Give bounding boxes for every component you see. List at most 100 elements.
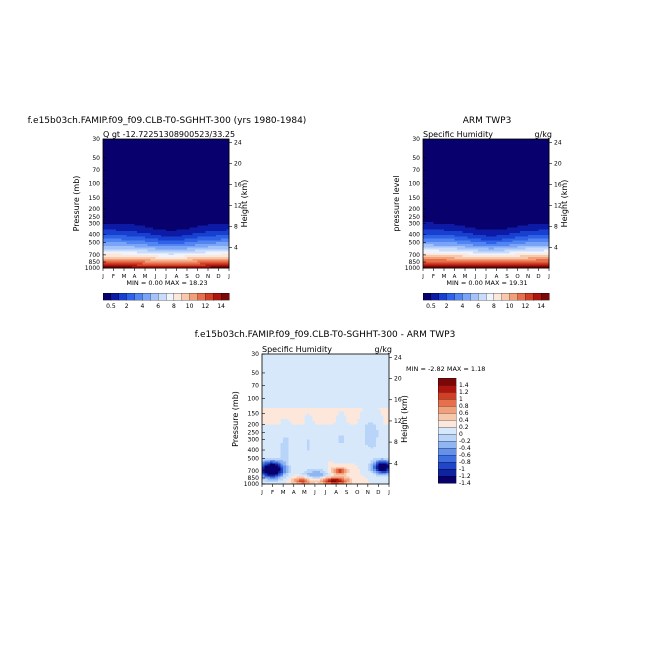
heatmap-cell <box>226 209 230 212</box>
heatmap-cell <box>472 238 476 241</box>
heatmap-cell <box>428 258 432 262</box>
heatmap-cell <box>197 188 201 191</box>
heatmap-cell <box>118 231 122 234</box>
heatmap-cell <box>467 210 471 214</box>
heatmap-cell <box>168 242 172 245</box>
heatmap-cell <box>200 186 204 190</box>
heatmap-cell <box>457 159 461 162</box>
heatmap-cell <box>121 179 125 182</box>
heatmap-cell <box>438 153 442 156</box>
heatmap-cell <box>462 139 466 142</box>
heatmap-cell <box>124 188 128 191</box>
heatmap-cell <box>192 258 196 262</box>
heatmap-cell <box>200 266 204 269</box>
heatmap-cell <box>179 203 183 206</box>
heatmap-cell <box>423 262 427 265</box>
heatmap-cell <box>451 244 455 247</box>
heatmap-cell <box>126 190 130 193</box>
heatmap-cell <box>459 188 463 191</box>
heatmap-cell <box>221 214 225 217</box>
heatmap-cell <box>103 175 107 179</box>
heatmap-cell <box>208 168 212 171</box>
heatmap-cell <box>124 216 128 219</box>
heatmap-cell <box>124 232 128 236</box>
heatmap-cell <box>430 240 434 243</box>
heatmap-cell <box>105 210 109 214</box>
heatmap-cell <box>113 172 117 175</box>
heatmap-cell <box>155 245 159 249</box>
heatmap-cell <box>126 168 130 171</box>
heatmap-cell <box>166 227 170 230</box>
heatmap-cell <box>121 207 125 210</box>
heatmap-cell <box>425 203 429 206</box>
heatmap-cell <box>129 159 133 162</box>
heatmap-cell <box>213 185 217 188</box>
heatmap-cell <box>171 264 175 267</box>
heatmap-cell <box>147 203 151 206</box>
heatmap-cell <box>131 244 135 247</box>
heatmap-cell <box>187 212 191 215</box>
heatmap-cell <box>137 251 141 254</box>
heatmap-cell <box>105 238 109 241</box>
heatmap-cell <box>126 197 130 201</box>
heatmap-cell <box>436 172 440 175</box>
heatmap-cell <box>145 146 149 149</box>
heatmap-cell <box>215 197 219 201</box>
heatmap-cell <box>160 249 164 252</box>
heatmap-cell <box>454 166 458 169</box>
heatmap-cell <box>168 159 172 162</box>
heatmap-cell <box>478 179 482 182</box>
heatmap-cell <box>171 203 175 206</box>
heatmap-cell <box>205 186 209 190</box>
heatmap-cell <box>221 151 225 155</box>
heatmap-cell <box>139 220 143 223</box>
heatmap-cell <box>124 214 128 217</box>
heatmap-cell <box>465 251 469 254</box>
heatmap-cell <box>113 166 117 169</box>
heatmap-cell <box>118 139 122 142</box>
heatmap-cell <box>457 260 461 263</box>
heatmap-cell <box>179 210 183 214</box>
heatmap-cell <box>200 247 204 250</box>
heatmap-cell <box>436 181 440 184</box>
heatmap-cell <box>449 245 453 249</box>
heatmap-cell <box>210 232 214 236</box>
heatmap-cell <box>108 168 112 171</box>
heatmap-cell <box>166 231 170 234</box>
heatmap-cell <box>200 214 204 217</box>
heatmap-cell <box>208 140 212 144</box>
heatmap-cell <box>462 142 466 145</box>
heatmap-cell <box>184 168 188 171</box>
heatmap-cell <box>179 159 183 162</box>
heatmap-cell <box>163 190 167 193</box>
heatmap-cell <box>425 166 429 169</box>
heatmap-cell <box>187 251 191 254</box>
heatmap-cell <box>459 159 463 162</box>
heatmap-cell <box>158 164 162 168</box>
heatmap-cell <box>226 164 230 168</box>
heatmap-cell <box>215 170 219 173</box>
heatmap-cell <box>210 181 214 184</box>
heatmap-cell <box>110 168 114 171</box>
heatmap-cell <box>187 153 191 156</box>
heatmap-cell <box>457 177 461 180</box>
heatmap-cell <box>152 203 156 206</box>
heatmap-cell <box>226 153 230 156</box>
heatmap-cell <box>166 229 170 232</box>
heatmap-cell <box>137 227 141 230</box>
heatmap-cell <box>134 162 138 166</box>
heatmap-cell <box>425 223 429 227</box>
heatmap-cell <box>103 172 107 175</box>
heatmap-cell <box>467 227 471 230</box>
heatmap-cell <box>218 240 222 243</box>
heatmap-cell <box>124 199 128 203</box>
heatmap-cell <box>192 162 196 166</box>
heatmap-cell <box>179 212 183 215</box>
heatmap-cell <box>103 234 107 238</box>
heatmap-cell <box>436 247 440 250</box>
heatmap-cell <box>121 144 125 147</box>
heatmap-cell <box>110 186 114 190</box>
heatmap-cell <box>449 148 453 151</box>
heatmap-cell <box>150 244 154 247</box>
heatmap-cell <box>179 260 183 263</box>
